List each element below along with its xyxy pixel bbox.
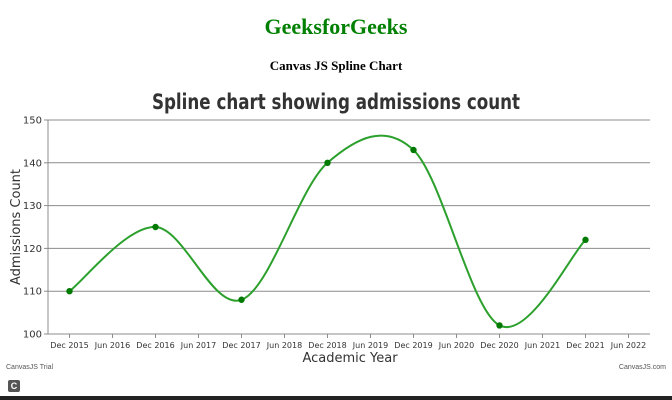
x-tick-label: Jun 2022 <box>610 341 646 350</box>
data-point[interactable] <box>582 236 589 244</box>
x-tick-label: Dec 2016 <box>136 341 174 350</box>
data-point[interactable] <box>238 296 245 303</box>
x-tick-label: Dec 2018 <box>308 341 346 350</box>
data-point[interactable] <box>496 322 503 329</box>
gridlines <box>44 119 650 335</box>
data-point[interactable] <box>66 288 73 295</box>
watermark-left: CanvasJS Trial <box>6 364 54 371</box>
y-tick-label: 140 <box>23 158 42 169</box>
x-tick-label: Dec 2021 <box>566 341 604 350</box>
x-tick-label: Jun 2021 <box>524 341 560 350</box>
page-subtitle: Canvas JS Spline Chart <box>269 58 403 73</box>
x-tick-label: Jun 2020 <box>438 341 474 350</box>
data-point[interactable] <box>152 223 159 231</box>
watermark-right[interactable]: CanvasJS.com <box>618 364 666 371</box>
data-points[interactable] <box>66 146 589 329</box>
page-title: GeeksforGeeks <box>264 14 408 39</box>
x-tick-label: Dec 2020 <box>480 341 518 350</box>
y-axis-label: Admissions Count <box>9 169 24 285</box>
data-point[interactable] <box>324 159 331 166</box>
x-tick-label: Jun 2016 <box>94 341 130 350</box>
chart-title: Spline chart showing admissions count <box>152 89 520 115</box>
y-tick-label: 110 <box>23 287 42 298</box>
data-point[interactable] <box>410 146 417 154</box>
x-tick-label: Jun 2017 <box>180 341 216 350</box>
x-tick-label: Dec 2015 <box>50 341 88 350</box>
x-tick-label: Jun 2018 <box>266 341 302 350</box>
x-axis-ticks: Dec 2015 Jun 2016 Dec 2016 Jun 2017 Dec 2017… <box>50 334 646 350</box>
y-tick-label: 130 <box>23 201 42 212</box>
y-axis-ticks: 100 110 120 130 140 150 <box>23 116 42 341</box>
canvasjs-logo-icon: C <box>8 380 20 392</box>
y-tick-label: 150 <box>23 116 42 127</box>
x-tick-label: Dec 2017 <box>222 341 260 350</box>
x-tick-label: Dec 2019 <box>394 341 432 350</box>
x-axis-label: Academic Year <box>302 351 398 366</box>
bottom-divider <box>0 396 672 400</box>
x-tick-label: Jun 2019 <box>352 341 388 350</box>
y-tick-label: 100 <box>23 330 42 341</box>
y-tick-label: 120 <box>23 244 42 255</box>
